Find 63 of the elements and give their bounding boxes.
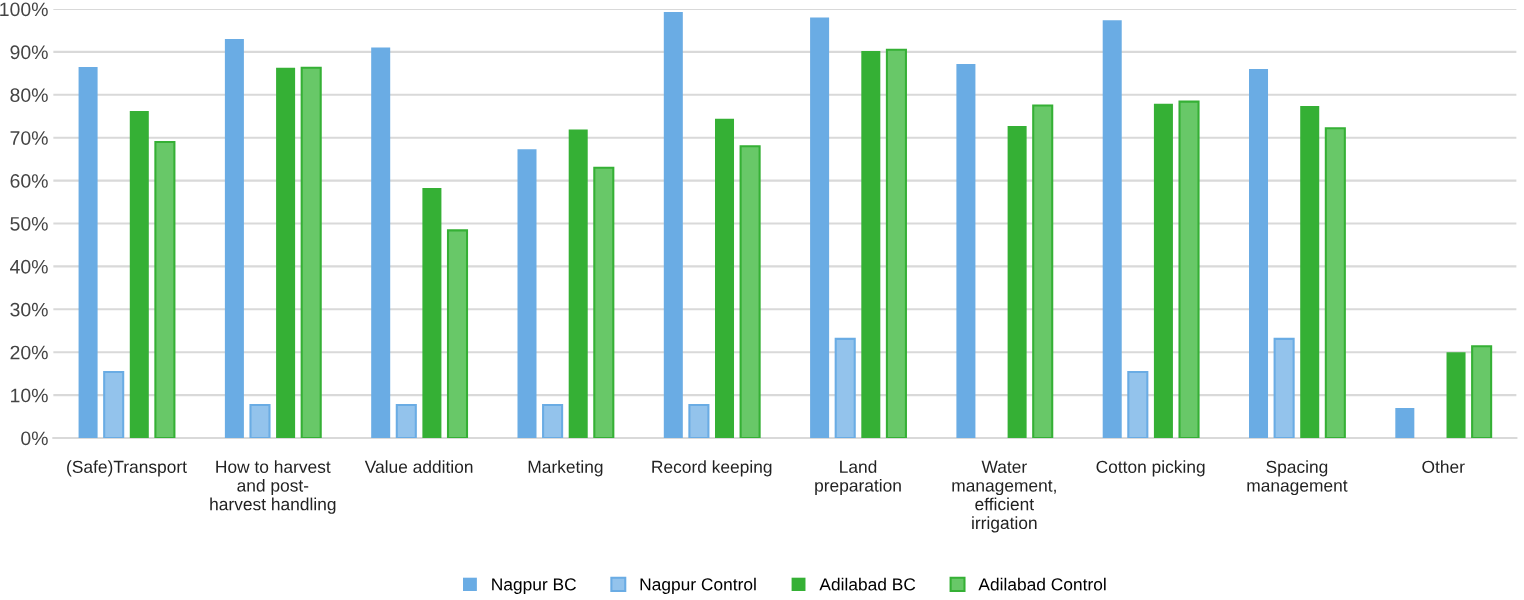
- bar: [154, 140, 176, 438]
- legend-label: Adilabad BC: [819, 577, 916, 591]
- bar: [300, 66, 322, 438]
- x-tick-label: Spacing management: [1247, 460, 1348, 496]
- y-tick-label: 80%: [10, 88, 48, 103]
- bar: [517, 149, 537, 438]
- bar: [1324, 127, 1346, 438]
- y-tick-label: 70%: [10, 131, 48, 145]
- bar: [1273, 337, 1295, 438]
- bar: [1178, 100, 1200, 438]
- x-tick-label: Cotton picking: [1096, 460, 1205, 477]
- bar: [249, 403, 271, 438]
- bar: [276, 67, 296, 438]
- bar: [861, 51, 881, 438]
- y-tick-label: 20%: [10, 345, 48, 360]
- bar: [1249, 69, 1269, 438]
- bar: [78, 66, 98, 438]
- bar: [129, 111, 149, 438]
- y-tick-label: 10%: [11, 388, 48, 403]
- bar: [422, 187, 442, 438]
- y-tick-label: 30%: [10, 302, 48, 317]
- legend-label: Adilabad Control: [978, 577, 1106, 591]
- x-tick-label: (Safe)Transport: [67, 460, 187, 477]
- bar: [810, 17, 830, 438]
- legend-label: Nagpur BC: [492, 578, 576, 594]
- bar: [739, 145, 761, 438]
- y-tick-label: 100%: [0, 2, 48, 17]
- bar: [1032, 104, 1054, 438]
- x-tick-label: How to harvest and post- harvest handling: [210, 460, 336, 514]
- x-tick-label: Record keeping: [652, 460, 772, 477]
- bar: [956, 63, 976, 438]
- bar: [834, 337, 856, 438]
- legend-label: Nagpur Control: [640, 577, 756, 594]
- bar: [1446, 352, 1466, 438]
- bar: [1300, 105, 1320, 438]
- bar: [103, 370, 125, 438]
- bar: [1471, 345, 1493, 438]
- x-tick-label: Other: [1422, 460, 1465, 473]
- x-tick-label: Water management, efficient irrigation: [952, 460, 1056, 533]
- bar: [446, 229, 469, 438]
- bar: [371, 47, 391, 438]
- y-tick-label: 60%: [10, 174, 48, 188]
- bar: [568, 129, 588, 438]
- x-tick-label: Value addition: [364, 460, 473, 473]
- bar: [1007, 126, 1027, 438]
- y-tick-label: 50%: [10, 216, 48, 231]
- bar: [1102, 20, 1122, 438]
- bar: [885, 48, 907, 438]
- y-tick-label: 40%: [10, 259, 48, 274]
- bar: [663, 12, 683, 438]
- x-tick-label: Land preparation: [815, 460, 901, 496]
- y-tick-label: 0%: [21, 431, 48, 446]
- bar: [224, 39, 244, 438]
- bar: [715, 118, 735, 438]
- bar: [1153, 103, 1173, 438]
- bar: [1395, 407, 1415, 438]
- x-tick-label: Marketing: [528, 460, 603, 477]
- bar: [593, 166, 615, 438]
- bar: [1127, 370, 1149, 438]
- y-tick-label: 90%: [10, 45, 48, 60]
- bar: [395, 403, 417, 438]
- bar: [542, 403, 564, 438]
- bar: [688, 403, 710, 438]
